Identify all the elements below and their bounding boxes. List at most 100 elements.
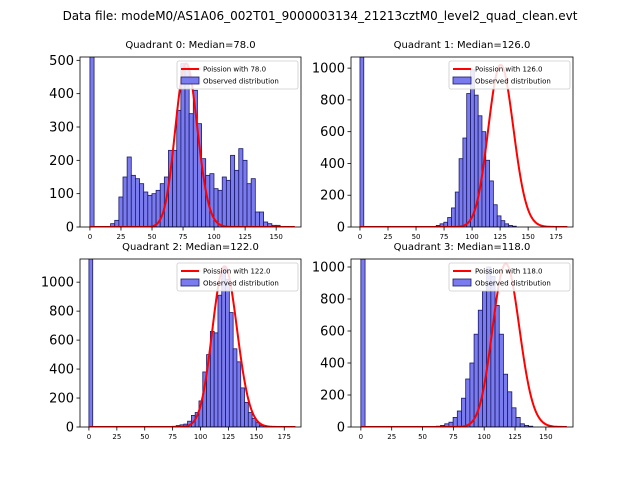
legend-box [448,262,571,292]
x-tick-label: 25 [384,233,393,241]
y-tick-label: 100 [49,187,74,202]
legend-box [448,60,571,90]
x-tick-label: 50 [148,233,157,241]
histogram-bar [511,407,517,427]
histogram-bar [228,312,234,427]
axes-frame [79,56,302,228]
x-tick-label: 0 [88,233,92,241]
poisson-curve [359,63,568,227]
histogram-bar [515,416,521,427]
histogram-bar [221,176,227,227]
legend: Poission with 126.0 Observed distribution [448,60,571,90]
histogram-bar [217,294,223,427]
histogram-bar [236,361,242,427]
histogram-bar [221,267,226,427]
histogram-bar [118,196,124,227]
subplot-grid: Quadrant 0: Median=78.0 0 25 50 75 100 125 150 0… [41,40,574,441]
x-tick-label: 50 [412,233,421,241]
histogram-bar [188,113,194,227]
y-tick-label: 200 [320,189,345,204]
legend-label-observed: Observed distribution [475,280,551,288]
x-tick-label: 125 [238,233,251,241]
histogram-bar [360,259,366,427]
histogram-bar [247,412,253,427]
axes-frame [350,258,574,428]
histogram-bar [507,391,513,427]
subplot-title: Quadrant 2: Median=122.0 [122,242,259,253]
legend-bar-swatch [180,76,200,85]
legend-label-poisson: Poission with 118.0 [475,268,543,276]
y-tick-label: 600 [320,325,345,340]
subplot-quadrant-0: Quadrant 0: Median=78.0 0 25 50 75 100 125 150 0… [49,40,302,241]
histogram-bars [359,57,517,227]
legend: Poission with 118.0 Observed distribution [448,262,571,292]
histogram-bar [176,109,182,227]
histogram-bar [498,333,504,427]
x-tick-label: 0 [359,433,363,441]
x-tick-label: 100 [465,233,478,241]
histogram-bar [242,159,248,227]
legend-label-poisson: Poission with 122.0 [203,268,271,276]
histogram-bar [359,57,365,227]
histogram-bar [470,69,475,227]
histogram-bar [238,148,244,227]
y-tick-label: 200 [320,389,345,404]
x-tick-label: 50 [418,433,427,441]
x-tick-label: 100 [207,233,220,241]
x-tick-label: 150 [539,433,552,441]
histogram-bars [89,57,281,227]
subplot-quadrant-1: Quadrant 1: Median=126.0 0 25 50 75 100 125 150… [312,40,574,241]
x-tick-label: 125 [222,433,235,441]
x-tick-label: 75 [168,433,177,441]
legend-label-poisson: Poission with 78.0 [203,66,266,74]
x-tick-label: 25 [117,233,126,241]
histogram-bar [451,207,456,227]
x-tick-label: 75 [440,233,449,241]
legend-bar-swatch [452,278,472,287]
histogram-bar [458,158,464,227]
y-tick-label: 0 [66,421,74,436]
x-tick-label: 0 [358,233,362,241]
figure-suptitle: Data file: modeM0/AS1A06_002T01_90000031… [63,9,578,23]
histogram-bar [250,178,256,227]
histogram-bar [461,397,467,427]
histogram-bar [482,290,488,427]
x-tick-label: 25 [387,433,396,441]
x-tick-label: 50 [140,433,149,441]
histogram-bar [217,189,223,227]
y-tick-label: 800 [320,93,345,108]
histogram-bar [147,194,153,227]
subplot-title: Quadrant 1: Median=126.0 [394,40,531,51]
histogram-bar [492,204,498,227]
x-tick-label: 0 [87,433,91,441]
y-tick-label: 1000 [41,276,74,291]
x-tick-label: 75 [179,233,188,241]
subplot-quadrant-3: Quadrant 3: Median=118.0 0 25 50 75 100 125 150… [312,242,574,441]
y-tick-label: 200 [49,154,74,169]
y-tick-label: 300 [49,121,74,136]
histogram-bar [469,362,475,427]
histogram-bar [240,387,245,427]
histogram-bar [466,93,471,227]
histogram-bar [485,159,490,227]
histogram-bar [213,332,219,427]
histogram-bar [465,378,471,427]
histogram-bar [88,259,94,427]
histogram-bar [143,191,149,227]
histogram-bar [232,348,238,427]
legend-box [176,262,299,292]
x-tick-label: 75 [449,433,458,441]
histogram-bar [225,278,230,427]
axes-frame [350,56,574,228]
histogram-bar [504,223,510,227]
histogram-bar [462,137,468,227]
axes-frame [79,258,302,428]
histogram-bar [246,183,252,227]
y-tick-label: 400 [320,157,345,172]
histogram-bar [172,149,178,227]
legend-box [176,60,299,90]
legend-label-poisson: Poission with 126.0 [475,66,543,74]
histogram-bar [89,57,95,227]
histogram-bar [452,416,458,427]
histogram-bar [254,211,260,227]
